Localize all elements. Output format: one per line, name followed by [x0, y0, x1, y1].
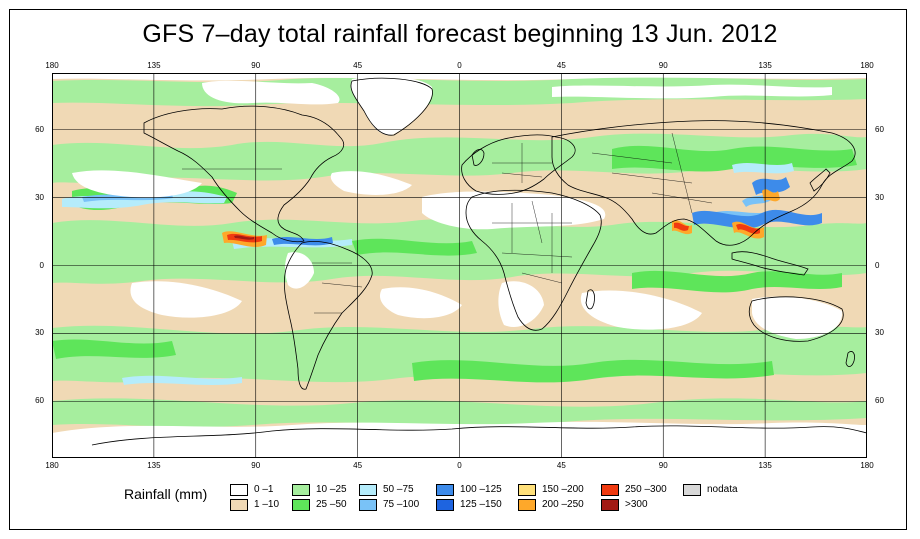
lat-tick-right: 0 — [875, 260, 880, 270]
coast-north-america — [143, 105, 345, 243]
legend-label: 125 –150 — [460, 499, 502, 510]
legend-swatch — [601, 484, 619, 496]
legend-swatch — [359, 499, 377, 511]
lat-tick-right: 60 — [875, 396, 884, 406]
legend-label: >300 — [625, 499, 648, 510]
legend-swatch — [518, 499, 536, 511]
map-title: GFS 7–day total rainfall forecast beginn… — [142, 20, 778, 48]
lon-tick-bottom: 135 — [758, 461, 772, 470]
lon-tick-top: 90 — [658, 61, 668, 70]
legend-swatch — [292, 499, 310, 511]
lon-tick-top: 180 — [860, 61, 874, 70]
lat-tick-left: 30 — [35, 192, 44, 202]
coast-japan — [809, 168, 831, 192]
legend-title: Rainfall (mm) — [124, 486, 208, 502]
legend-swatch — [230, 499, 248, 511]
legend-swatch — [230, 484, 248, 496]
coast-asia — [551, 120, 856, 246]
lat-tick-left: 0 — [39, 260, 44, 270]
lat-lon-grid — [52, 73, 867, 458]
lon-tick-bottom: 45 — [556, 461, 566, 470]
country-borders — [182, 132, 713, 314]
coast-africa — [465, 189, 602, 331]
legend-label: 150 –200 — [542, 484, 584, 495]
lon-tick-top: 135 — [147, 61, 161, 70]
lat-tick-left: 30 — [35, 328, 44, 338]
lat-tick-left: 60 — [35, 124, 44, 134]
lon-tick-bottom: 90 — [658, 461, 668, 470]
coastlines — [91, 77, 867, 446]
legend-label: 1 –10 — [254, 499, 280, 510]
legend-label: 250 –300 — [625, 484, 667, 495]
rainfall-field-over-300 — [234, 235, 254, 240]
legend-label: 25 –50 — [316, 499, 347, 510]
lat-tick-right: 60 — [875, 124, 884, 134]
figure-frame — [9, 9, 907, 530]
legend-label: 200 –250 — [542, 499, 584, 510]
legend-label: 10 –25 — [316, 484, 347, 495]
lon-tick-bottom: 180 — [860, 461, 874, 470]
lon-tick-top: 45 — [556, 61, 566, 70]
lon-tick-top: 90 — [251, 61, 261, 70]
legend-label: 0 –1 — [254, 484, 274, 495]
coast-antarctica — [91, 425, 867, 446]
legend-swatch — [601, 499, 619, 511]
lon-tick-bottom: 45 — [353, 461, 363, 470]
lon-tick-top: 135 — [758, 61, 772, 70]
legend-swatch — [436, 499, 454, 511]
legend-label: 50 –75 — [383, 484, 414, 495]
coast-europe — [461, 134, 576, 195]
legend-swatch — [518, 484, 536, 496]
lon-tick-bottom: 135 — [147, 461, 161, 470]
legend-label: 75 –100 — [383, 499, 420, 510]
coast-uk — [471, 149, 485, 166]
lat-tick-left: 60 — [35, 396, 44, 406]
coast-australia — [748, 296, 844, 342]
lat-tick-right: 30 — [875, 192, 884, 202]
coast-south-america — [283, 241, 373, 390]
lon-tick-bottom: 90 — [251, 461, 261, 470]
legend-label: 100 –125 — [460, 484, 502, 495]
legend-swatch — [436, 484, 454, 496]
map-border — [52, 73, 867, 458]
lon-tick-top: 180 — [45, 61, 59, 70]
lon-tick-top: 0 — [457, 61, 462, 70]
lat-tick-right: 30 — [875, 328, 884, 338]
lon-tick-bottom: 180 — [45, 461, 59, 470]
coast-new-zealand — [845, 351, 855, 367]
coast-madagascar — [585, 289, 595, 310]
rainfall-map-svg — [52, 73, 867, 458]
legend-label: nodata — [707, 484, 738, 495]
lon-tick-bottom: 0 — [457, 461, 462, 470]
legend-swatch — [359, 484, 377, 496]
legend-swatch — [683, 484, 701, 496]
world-map: 180 135 90 45 0 45 90 135 180 180 135 90 45 0 45 90 135… — [35, 62, 884, 470]
coast-greenland — [350, 77, 433, 136]
legend-swatch — [292, 484, 310, 496]
lon-tick-top: 45 — [353, 61, 363, 70]
coast-indonesia — [731, 251, 809, 276]
